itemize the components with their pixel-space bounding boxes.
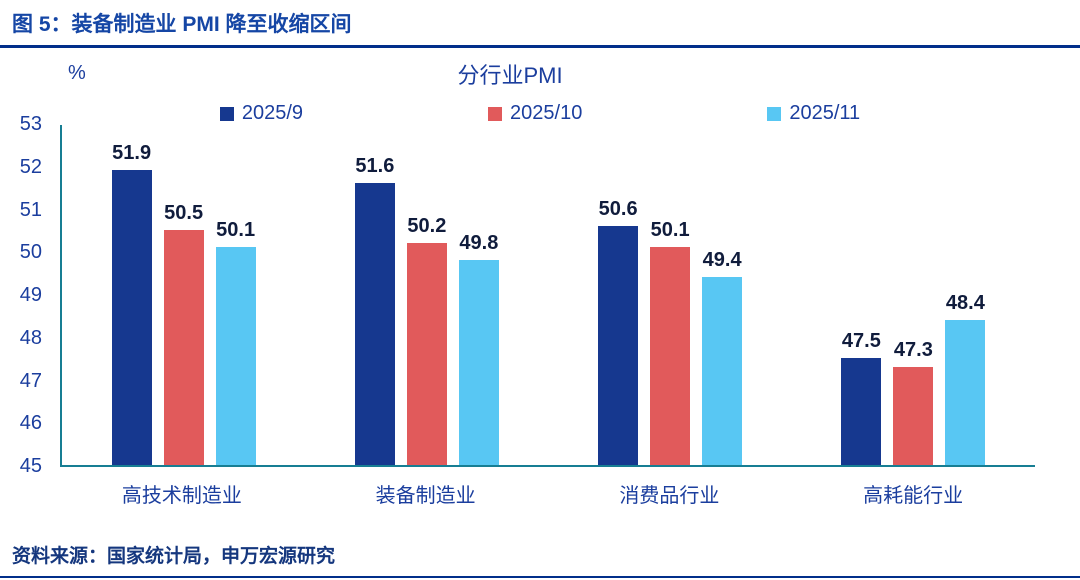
bar-2025/9-消费品行业: 50.6 <box>598 198 639 465</box>
y-tick-label: 45 <box>19 455 42 477</box>
chart-legend: 2025/9 2025/10 2025/11 <box>0 102 1080 125</box>
x-category-label: 高耗能行业 <box>863 485 964 507</box>
bar-value-label: 50.2 <box>407 214 447 237</box>
bar-value-label: 50.1 <box>216 218 256 241</box>
bar-group-高耗能行业: 47.5 47.3 48.4 <box>792 125 1035 465</box>
bar-2025/10-装备制造业: 50.2 <box>406 215 447 465</box>
y-tick-label: 53 <box>19 113 42 135</box>
bottom-divider <box>0 576 1080 578</box>
legend-item-2025/10: 2025/10 <box>488 102 582 125</box>
chart-title: 分行业PMI <box>457 63 563 88</box>
header-divider <box>0 45 1080 48</box>
x-axis-category-labels: 高技术制造业 装备制造业 消费品行业 高耗能行业 <box>60 479 1035 508</box>
x-category-label: 高技术制造业 <box>121 485 242 507</box>
bar-2025/9-装备制造业: 51.6 <box>354 155 395 465</box>
bar-value-label: 47.3 <box>893 338 933 361</box>
y-tick-label: 51 <box>19 198 42 221</box>
bar-value-label: 51.9 <box>112 142 152 165</box>
legend-item-2025/11: 2025/11 <box>767 102 860 125</box>
y-tick-label: 52 <box>19 155 42 178</box>
y-tick-label: 48 <box>19 326 42 349</box>
figure-title: 图 5：装备制造业 PMI 降至收缩区间 <box>12 13 352 36</box>
bar-value-label: 49.4 <box>702 248 742 271</box>
x-category-label: 消费品行业 <box>619 485 720 507</box>
y-tick-label: 47 <box>19 369 42 392</box>
legend-swatch-icon <box>488 106 503 121</box>
plot-area: 51.9 50.5 50.1 51.6 50.2 49.8 50.6 50.1 49.4 47.5… <box>60 125 1035 467</box>
bar-value-label: 50.5 <box>164 201 204 224</box>
bar-group-消费品行业: 50.6 50.1 49.4 <box>549 125 792 465</box>
y-axis-unit-label: % <box>68 62 86 84</box>
legend-label: 2025/9 <box>241 102 304 124</box>
y-tick-label: 46 <box>19 412 42 435</box>
bar-2025/10-高耗能行业: 47.3 <box>893 339 934 465</box>
legend-label: 2025/10 <box>510 102 583 124</box>
y-tick-label: 50 <box>19 241 42 264</box>
bar-2025/9-高技术制造业: 51.9 <box>111 142 152 465</box>
bar-value-label: 50.6 <box>598 197 638 220</box>
bar-value-label: 48.4 <box>945 291 985 314</box>
legend-label: 2025/11 <box>789 102 861 124</box>
bar-2025/11-消费品行业: 49.4 <box>702 249 743 465</box>
bar-group-装备制造业: 51.6 50.2 49.8 <box>305 125 548 465</box>
bar-value-label: 51.6 <box>355 154 395 177</box>
bar-2025/10-高技术制造业: 50.5 <box>163 202 204 465</box>
bar-value-label: 47.5 <box>841 330 881 353</box>
y-axis-tick-labels: 53 52 51 50 49 48 47 46 45 <box>0 113 52 477</box>
bar-2025/11-装备制造业: 49.8 <box>458 232 499 465</box>
legend-item-2025/9: 2025/9 <box>219 102 304 125</box>
bar-group-高技术制造业: 51.9 50.5 50.1 <box>62 125 305 465</box>
bar-2025/11-高耗能行业: 48.4 <box>945 292 986 465</box>
legend-swatch-icon <box>219 106 234 121</box>
figure-header: 图 5：装备制造业 PMI 降至收缩区间 <box>0 0 1080 48</box>
bar-2025/11-高技术制造业: 50.1 <box>215 219 256 465</box>
bar-value-label: 50.1 <box>650 218 690 241</box>
bar-value-label: 49.8 <box>459 231 499 254</box>
bar-2025/9-高耗能行业: 47.5 <box>841 330 882 465</box>
x-category-label: 装备制造业 <box>375 485 476 507</box>
legend-swatch-icon <box>767 106 782 121</box>
bar-2025/10-消费品行业: 50.1 <box>650 219 691 465</box>
y-tick-label: 49 <box>19 284 42 306</box>
source-note: 资料来源：国家统计局，申万宏源研究 <box>12 546 336 567</box>
